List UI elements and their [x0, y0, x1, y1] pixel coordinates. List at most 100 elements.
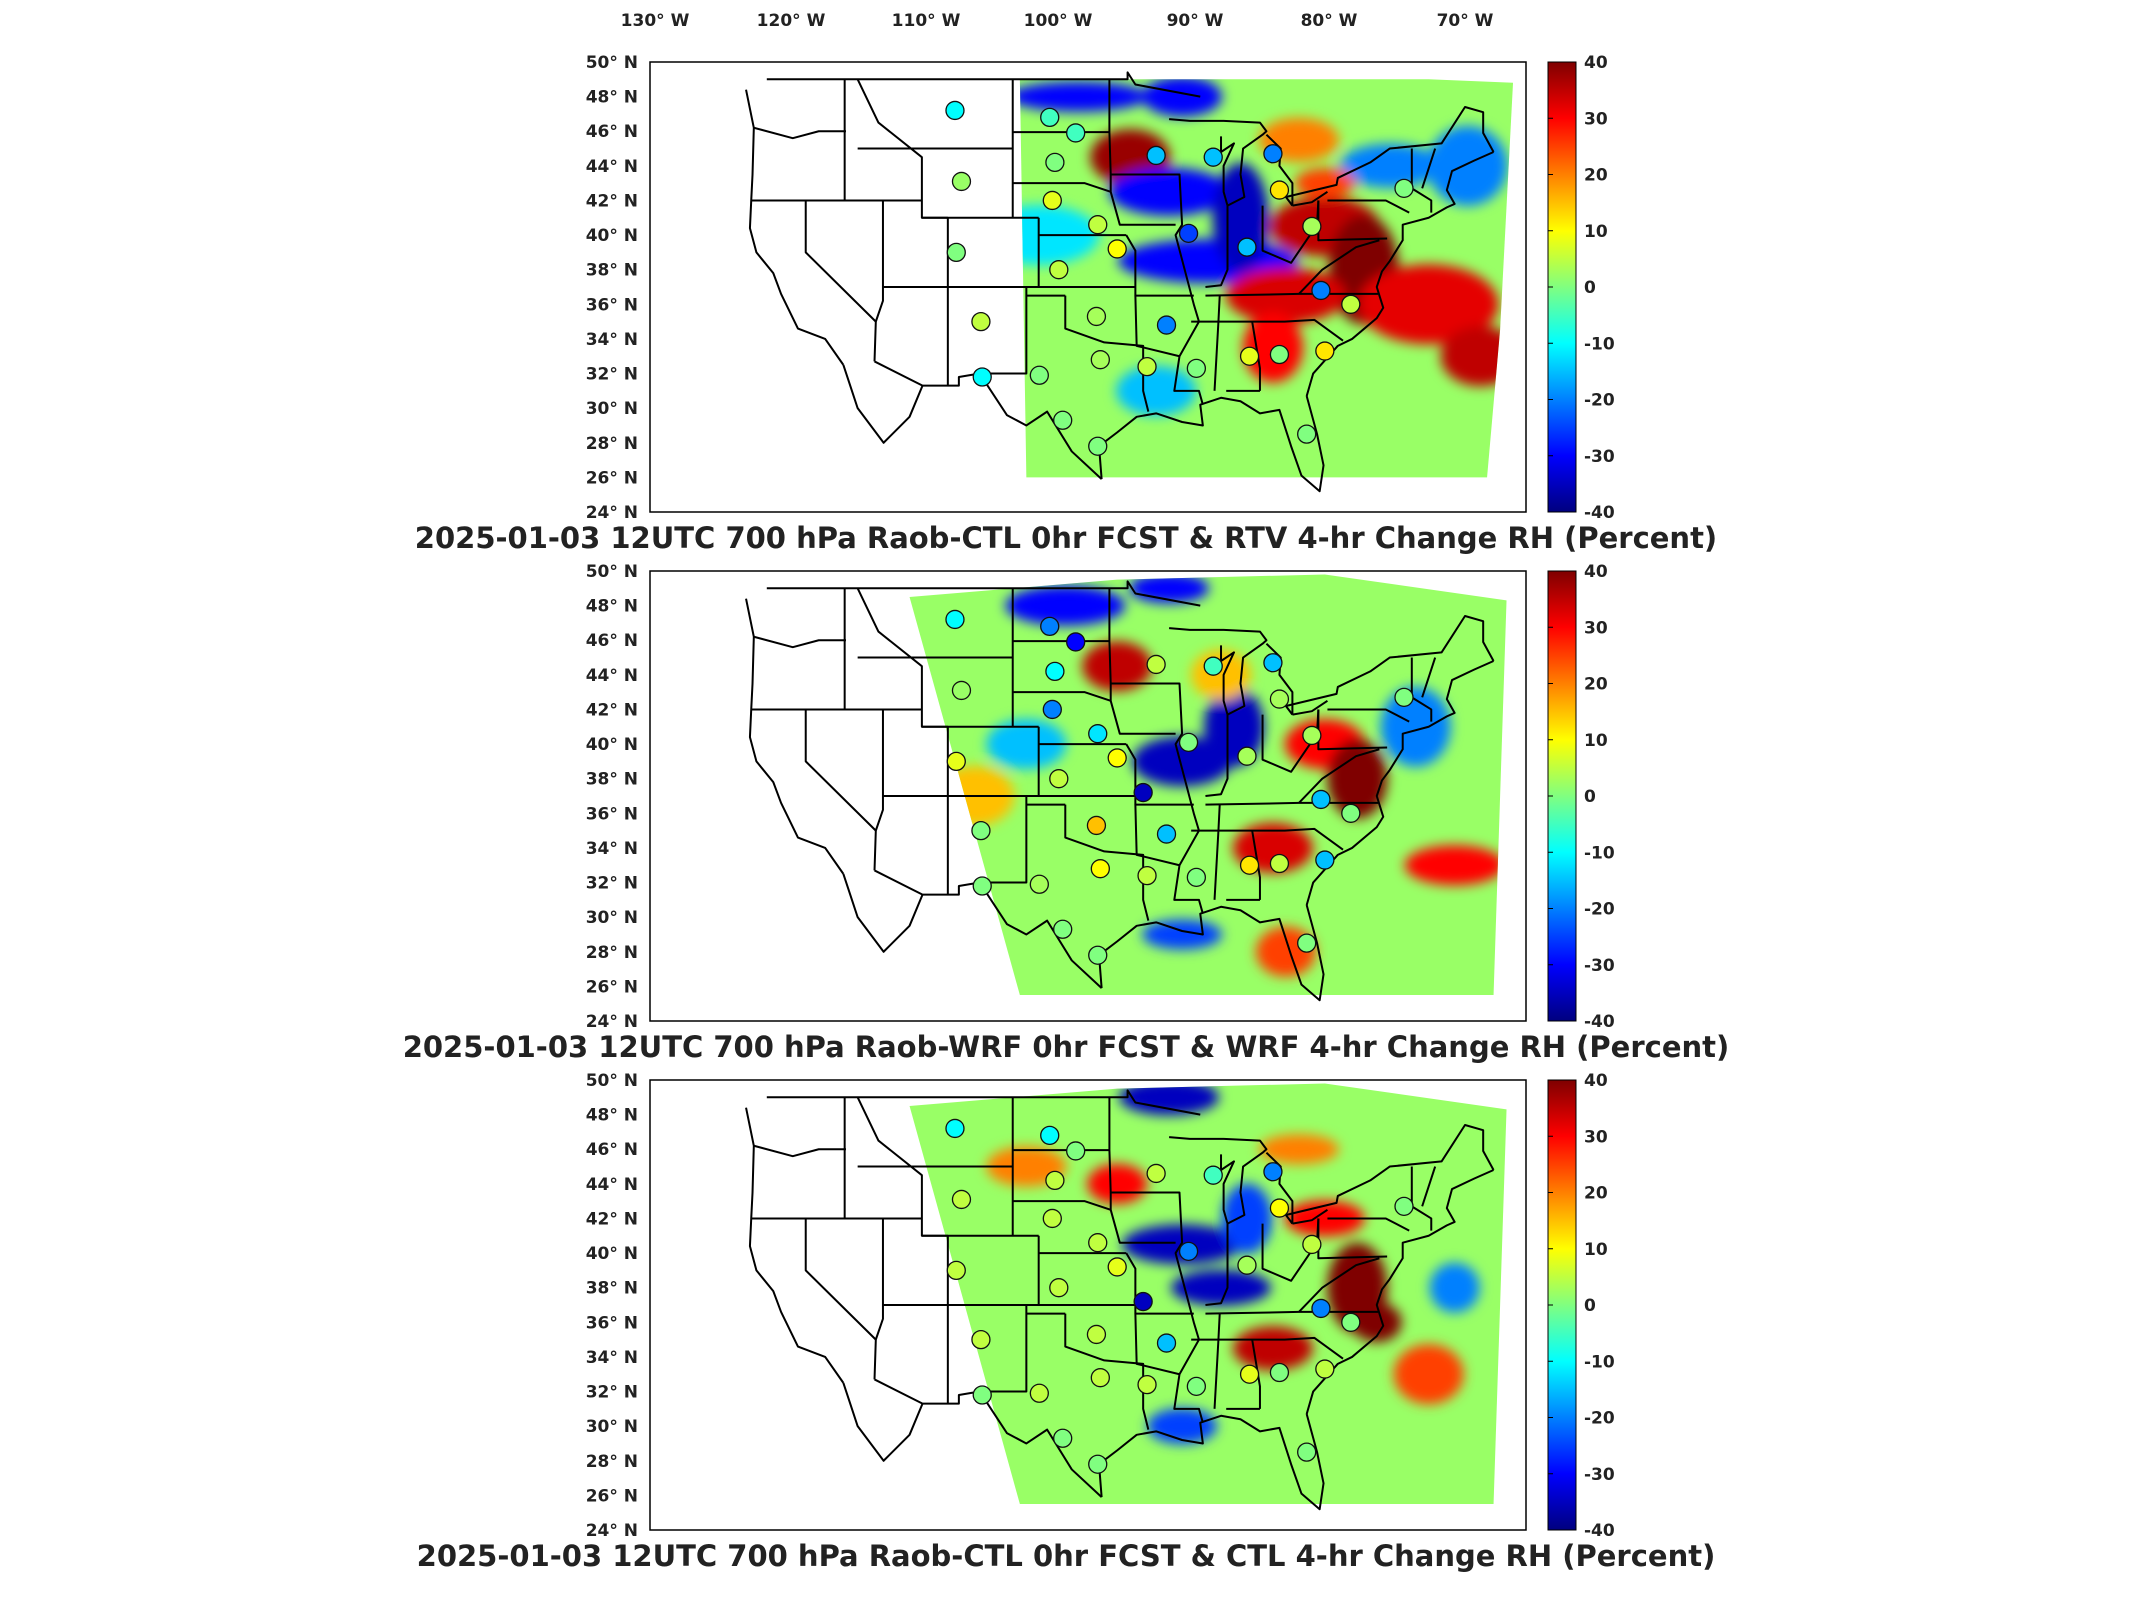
- lat-label: 28° N: [586, 1452, 638, 1472]
- field-blob: [1358, 264, 1499, 345]
- raob-station-marker: [1045, 152, 1065, 173]
- raob-station-marker: [971, 1329, 991, 1350]
- raob-station-marker: [1315, 1359, 1335, 1379]
- raob-station-marker: [1088, 1233, 1108, 1253]
- border-line: [1410, 657, 1433, 722]
- raob-station-marker: [1156, 824, 1177, 844]
- field-blob: [986, 719, 1067, 770]
- colorbar-tick-label: 40: [1584, 1071, 1608, 1091]
- colorbar-tick-label: -20: [1584, 1409, 1615, 1429]
- raob-station-marker: [1029, 874, 1049, 894]
- raob-station-marker: [1088, 945, 1108, 965]
- raob-station-marker: [1049, 260, 1069, 280]
- raob-station-marker: [1053, 919, 1073, 939]
- raob-station-marker: [1302, 725, 1322, 746]
- raob-station-marker: [1269, 180, 1290, 200]
- colorbar-tick-label: -20: [1584, 900, 1615, 920]
- raob-station-marker: [971, 820, 991, 841]
- field-blob: [1109, 167, 1230, 216]
- border-line: [766, 71, 1201, 98]
- border-line: [1292, 699, 1328, 716]
- raob-station-marker: [1086, 1324, 1107, 1345]
- lat-label: 36° N: [586, 804, 638, 824]
- field-blob: [1005, 585, 1126, 626]
- raob-station-marker: [1090, 350, 1110, 370]
- raob-station-marker: [1263, 144, 1283, 164]
- colorbar-tick-label: 40: [1584, 53, 1608, 73]
- map-panel-rtv: 50° N 48° N 46° N 44° N 42° N 40° N 38° N 36° N…: [415, 53, 1717, 555]
- border-line: [1205, 714, 1229, 797]
- raob-station-marker: [1302, 1234, 1322, 1255]
- lon-label: 100° W: [1024, 11, 1093, 31]
- border-line: [1205, 205, 1229, 288]
- lat-label: 28° N: [586, 434, 638, 454]
- border-line: [1265, 1151, 1294, 1224]
- raob-station-marker: [1049, 1278, 1069, 1298]
- lat-label: 46° N: [586, 631, 638, 651]
- raob-station-marker: [972, 876, 992, 896]
- border-line: [1298, 748, 1380, 804]
- colorbar-tick-label: 20: [1584, 1184, 1608, 1204]
- raob-station-marker: [1178, 732, 1199, 752]
- raob-station-marker: [1239, 855, 1260, 875]
- latitude-labels: 50° N 48° N 46° N 44° N 42° N 40° N 38° N 36° N…: [586, 562, 638, 1032]
- raob-station-marker: [1311, 789, 1331, 810]
- field-blob: [1142, 919, 1223, 950]
- raob-station-marker: [1311, 280, 1331, 301]
- border-line: [1191, 1336, 1344, 1360]
- lat-label: 28° N: [586, 943, 638, 963]
- field-blob: [1225, 267, 1346, 324]
- border-line: [1064, 804, 1150, 921]
- border-line: [1205, 1223, 1229, 1306]
- border-line: [1108, 79, 1204, 405]
- field-blob: [1142, 79, 1223, 117]
- border-line: [1421, 148, 1437, 189]
- raob-station-marker: [1178, 223, 1199, 243]
- raob-station-marker: [1137, 356, 1157, 377]
- raob-station-marker: [1269, 344, 1290, 365]
- raob-station-marker: [1302, 216, 1322, 237]
- border-line: [1251, 321, 1261, 391]
- border-line: [1317, 200, 1388, 242]
- raob-station-marker: [1156, 315, 1177, 335]
- colorbar-tick-label: 40: [1584, 562, 1608, 582]
- map-frame: [649, 570, 1527, 1022]
- field-blob: [1232, 1326, 1313, 1371]
- border-line: [978, 372, 1103, 480]
- border-line: [1317, 1218, 1388, 1260]
- raob-station-marker: [951, 680, 972, 701]
- border-line: [1327, 1217, 1410, 1232]
- border-line: [978, 1390, 1103, 1498]
- lat-label: 46° N: [586, 1140, 638, 1160]
- state-borders: [745, 1089, 1495, 1511]
- lat-label: 50° N: [586, 53, 638, 73]
- field-blob: [1380, 686, 1451, 767]
- colorbar-tick-label: 30: [1584, 1127, 1608, 1147]
- raob-station-marker: [951, 171, 972, 192]
- border-line: [766, 1089, 1201, 1116]
- field-blob: [1339, 143, 1440, 188]
- panel-title: 2025-01-03 12UTC 700 hPa Raob-CTL 0hr FC…: [417, 1539, 1716, 1573]
- raob-station-marker: [1040, 616, 1060, 637]
- raob-station-marker: [1237, 746, 1257, 766]
- field-blob: [1258, 1134, 1339, 1165]
- lat-label: 44° N: [586, 666, 638, 686]
- border-line: [1125, 1252, 1194, 1315]
- border-line: [1108, 1097, 1204, 1423]
- raob-station-marker: [1394, 1196, 1414, 1216]
- raob-station-marker: [1088, 436, 1108, 456]
- border-line: [1298, 239, 1380, 295]
- raob-station-marker: [1394, 178, 1414, 198]
- border-line: [1109, 1192, 1176, 1244]
- raob-station-marker: [1297, 1442, 1317, 1462]
- raob-station-marker: [1040, 107, 1060, 128]
- raob-station-marker: [1146, 145, 1166, 166]
- raob-station-marker: [1137, 1374, 1157, 1395]
- raob-station-marker: [1269, 689, 1290, 709]
- colorbar-tick-label: -20: [1584, 391, 1615, 411]
- border-line: [1169, 1136, 1268, 1225]
- lat-label: 42° N: [586, 191, 638, 211]
- raob-station-marker: [1311, 1298, 1331, 1319]
- raob-station-marker: [1090, 1368, 1110, 1388]
